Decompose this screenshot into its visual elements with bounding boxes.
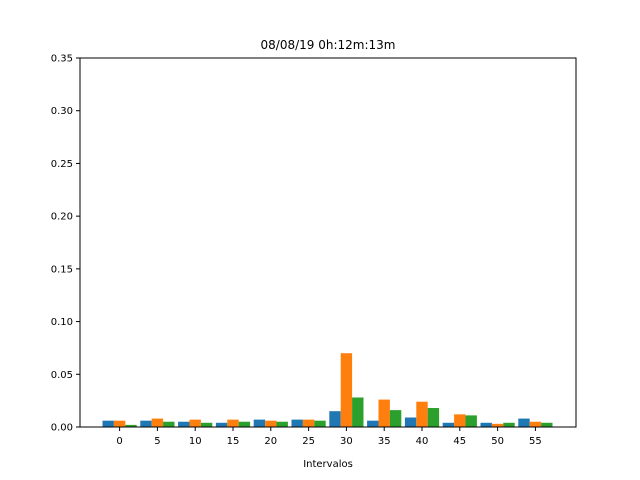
- x-axis: 0 5 10 15 20 25 30 35 40 45 50 55: [116, 427, 542, 447]
- bar-series2-30: [340, 353, 353, 427]
- y-tick-label: 0.00: [51, 423, 73, 434]
- x-tick-label: 10: [189, 436, 202, 447]
- bar-series2-25: [302, 419, 315, 427]
- bar-series2-35: [378, 399, 390, 427]
- bar-series1-25: [291, 419, 303, 427]
- x-tick-label: 40: [416, 436, 429, 447]
- bar-series3-45: [465, 415, 477, 427]
- x-tick-label: 55: [529, 436, 542, 447]
- x-tick-label: 15: [227, 436, 240, 447]
- bar-series1-35: [367, 420, 379, 427]
- bar-series1-5: [140, 420, 152, 427]
- plot-frame: [79, 57, 577, 428]
- bar-series3-15: [238, 421, 251, 427]
- bar-series2-20: [265, 420, 277, 427]
- chart-title: 08/08/19 0h:12m:13m: [261, 38, 396, 52]
- bar-series1-55: [518, 418, 530, 427]
- y-tick-label: 0.30: [51, 106, 73, 117]
- bar-series1-50: [480, 422, 492, 427]
- bar-series2-50: [491, 423, 504, 427]
- bar-series1-15: [215, 422, 228, 427]
- y-tick-label: 0.10: [51, 317, 73, 328]
- bar-series1-45: [442, 422, 455, 427]
- bar-series3-20: [276, 421, 288, 427]
- y-tick-label: 0.35: [51, 54, 73, 65]
- bar-series2-5: [151, 418, 164, 427]
- x-tick-label: 35: [378, 436, 391, 447]
- x-tick-label: 30: [340, 436, 353, 447]
- y-tick-label: 0.25: [51, 159, 73, 170]
- bar-series3-35: [389, 410, 402, 427]
- bar-series1-20: [253, 419, 266, 427]
- x-tick-label: 20: [264, 436, 277, 447]
- bar-series3-50: [503, 422, 515, 427]
- bar-series1-0: [102, 420, 114, 427]
- bar-series2-55: [529, 421, 542, 427]
- bar-series1-10: [178, 421, 190, 427]
- bar-group: [102, 353, 553, 427]
- bar-series3-10: [200, 422, 213, 427]
- y-axis: 0.00 0.05 0.10 0.15 0.20 0.25 0.30 0.35: [51, 54, 80, 434]
- bar-series3-40: [427, 408, 440, 427]
- bar-series1-40: [404, 417, 417, 427]
- bar-series3-25: [314, 420, 326, 427]
- x-tick-label: 5: [154, 436, 160, 447]
- x-tick-label: 0: [116, 436, 122, 447]
- x-tick-label: 50: [491, 436, 504, 447]
- y-tick-label: 0.20: [51, 212, 73, 223]
- bar-series3-0: [125, 424, 137, 427]
- x-tick-label: 25: [302, 436, 315, 447]
- bar-series3-55: [541, 422, 553, 427]
- bar-series2-40: [416, 401, 428, 427]
- x-tick-label: 45: [453, 436, 466, 447]
- y-tick-label: 0.05: [51, 370, 73, 381]
- bar-series1-30: [329, 411, 341, 427]
- bar-series2-0: [113, 420, 126, 427]
- y-tick-label: 0.15: [51, 264, 73, 275]
- bar-series2-15: [227, 419, 239, 427]
- bar-series2-45: [454, 414, 466, 427]
- x-axis-title: Intervalos: [303, 459, 353, 470]
- bar-series3-5: [163, 421, 175, 427]
- bar-series2-10: [189, 419, 201, 427]
- bar-series3-30: [352, 397, 364, 427]
